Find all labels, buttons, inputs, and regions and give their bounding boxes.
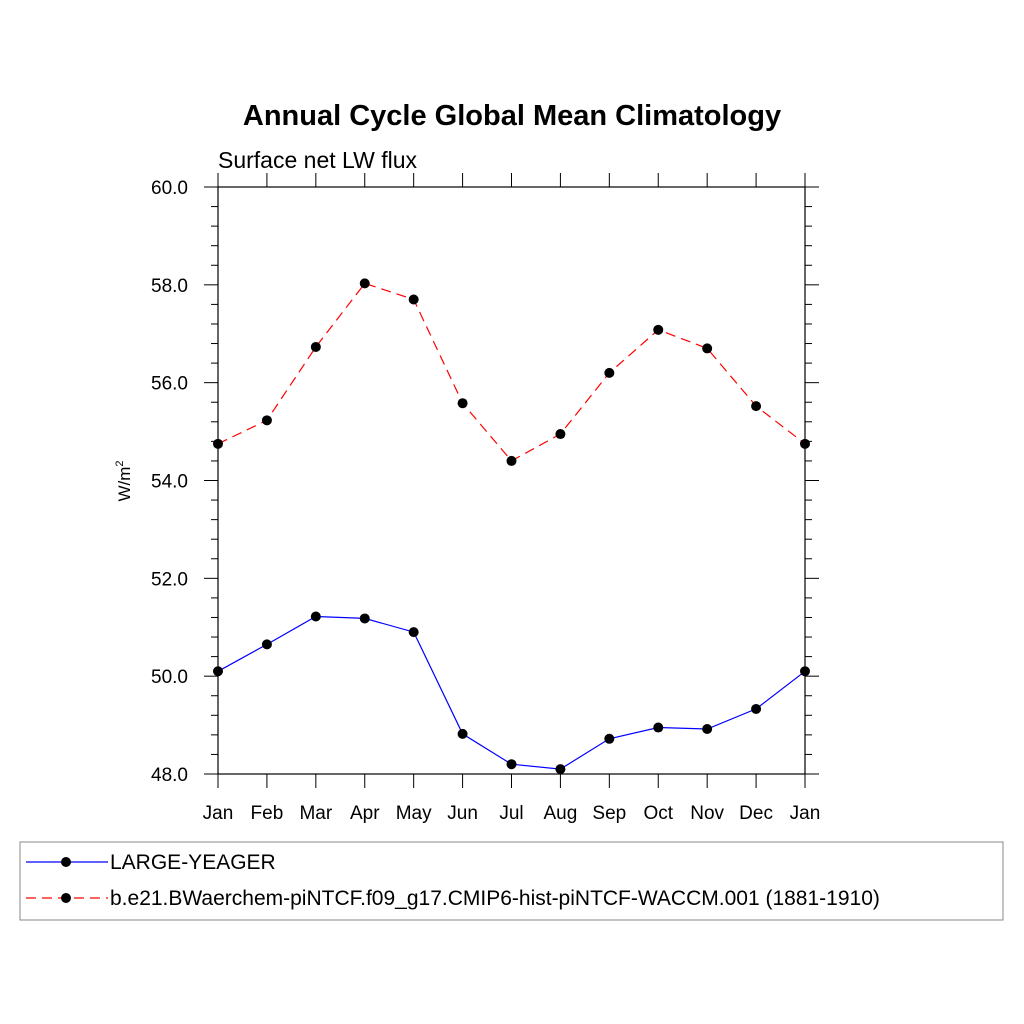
legend-label: LARGE-YEAGER: [110, 851, 276, 874]
data-point: [457, 728, 468, 739]
x-tick-label: Apr: [350, 803, 380, 824]
x-tick-label: Jan: [203, 803, 234, 824]
data-point: [310, 341, 321, 352]
data-point: [506, 455, 517, 466]
data-point: [359, 613, 370, 624]
data-point: [213, 666, 223, 677]
chart-subtitle: Surface net LW flux: [218, 147, 417, 173]
data-point: [261, 415, 272, 426]
data-point: [751, 703, 762, 714]
legend: LARGE-YEAGER b.e21.BWaerchem-piNTCF.f09_g…: [19, 841, 1004, 921]
x-tick-label: Oct: [643, 803, 673, 824]
x-tick-label: Jan: [790, 803, 821, 824]
data-point: [751, 401, 762, 412]
x-tick-label: Mar: [299, 803, 332, 824]
x-tick-label: Dec: [739, 803, 773, 824]
data-point: [555, 429, 566, 440]
data-point: [457, 398, 468, 409]
y-tick-label: 54.0: [151, 472, 188, 493]
data-point: [800, 438, 810, 449]
x-tick-label: Jul: [499, 803, 523, 824]
plot-frame: [217, 186, 806, 775]
x-tick-label: Sep: [592, 803, 626, 824]
x-tick-label: Jun: [447, 803, 478, 824]
x-tick-label: Feb: [251, 803, 284, 824]
data-point: [653, 722, 664, 733]
legend-marker: [61, 893, 71, 903]
data-point: [213, 438, 223, 449]
y-tick-label: 52.0: [151, 569, 188, 590]
data-point: [310, 611, 321, 622]
plot-border: [217, 186, 806, 775]
data-point: [555, 764, 566, 775]
data-point: [359, 278, 370, 289]
data-point: [408, 627, 419, 638]
data-point: [702, 723, 713, 734]
y-axis-label: W/m2: [114, 460, 134, 501]
y-tick-label: 50.0: [151, 667, 188, 688]
legend-label: b.e21.BWaerchem-piNTCF.f09_g17.CMIP6-his…: [110, 887, 880, 910]
series-line: [217, 615, 806, 770]
series-line: [217, 282, 806, 462]
data-point: [800, 666, 810, 677]
data-point: [408, 294, 419, 305]
y-tick-label: 56.0: [151, 374, 188, 395]
legend-marker: [61, 857, 71, 867]
data-point: [653, 324, 664, 335]
legend-entries: LARGE-YEAGER b.e21.BWaerchem-piNTCF.f09_g…: [26, 851, 880, 910]
y-axis: 48.0 50.0 52.0 54.0 56.0 58.0 60.0: [151, 178, 819, 786]
data-point: [261, 639, 272, 650]
y-tick-label: 58.0: [151, 276, 188, 297]
chart-title: Annual Cycle Global Mean Climatology: [243, 100, 781, 132]
series-layer: [213, 278, 810, 775]
y-axis-label-unit: W/m: [115, 467, 134, 502]
x-tick-label: Aug: [544, 803, 578, 824]
y-tick-label: 60.0: [151, 178, 188, 199]
data-point: [604, 733, 615, 744]
x-axis: Jan Feb Mar Apr May Jun Jul Aug Sep Oct Nov Dec Jan: [203, 173, 821, 824]
data-point: [702, 343, 713, 354]
data-point: [506, 759, 517, 770]
data-point: [604, 367, 615, 378]
legend-box: [19, 841, 1004, 921]
x-tick-label: Nov: [690, 803, 724, 824]
y-axis-label-exponent: 2: [114, 460, 126, 466]
x-tick-label: May: [396, 803, 432, 824]
y-tick-label: 48.0: [151, 765, 188, 786]
